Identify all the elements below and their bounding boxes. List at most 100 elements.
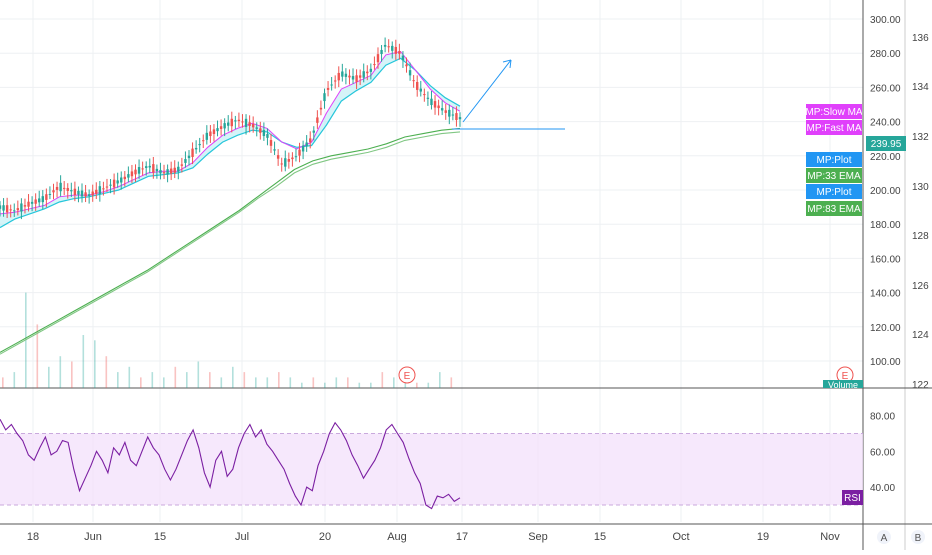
volume-bar	[347, 377, 349, 388]
candle-body	[251, 123, 255, 128]
candle-body	[80, 190, 84, 197]
projection-arrowhead	[502, 59, 512, 69]
candle-body	[309, 138, 312, 143]
rsi-tag	[842, 490, 863, 505]
candle-body	[187, 155, 191, 159]
y-tick-left: 220.00	[870, 152, 901, 163]
candle-body	[394, 46, 398, 54]
candle-body	[219, 126, 223, 129]
candle-body	[212, 129, 216, 134]
y-tick-left: 280.00	[870, 49, 901, 60]
candle-body	[41, 196, 44, 203]
candle-body	[301, 145, 305, 152]
candle-body	[294, 156, 298, 158]
earnings-marker	[398, 366, 416, 384]
candle-body	[433, 101, 437, 108]
volume-bar	[197, 361, 200, 388]
volume-bar	[289, 377, 292, 388]
ema-33-line	[0, 127, 461, 353]
candle-body	[316, 117, 319, 123]
candle-body	[38, 198, 41, 203]
indicator-label-text: MP:Fast MA	[806, 123, 861, 134]
y-tick-right: 136	[912, 33, 929, 44]
candle-body	[20, 203, 23, 212]
candle-body	[84, 192, 87, 197]
volume-bar	[163, 377, 165, 388]
candle-body	[127, 174, 130, 178]
candle-body	[148, 165, 151, 168]
volume-bar	[82, 335, 85, 388]
x-tick-label: 20	[319, 531, 331, 543]
candle-body	[16, 208, 20, 211]
rsi-band	[0, 433, 863, 505]
auto-scale-button[interactable]	[877, 530, 891, 544]
ma-ribbon-fill	[0, 51, 460, 228]
indicator-label-text: MP:83 EMA	[807, 204, 861, 215]
volume-bar	[393, 377, 395, 388]
volume-bar	[59, 356, 62, 388]
candle-body	[430, 98, 433, 106]
scale-mode-button[interactable]	[911, 530, 925, 544]
volume-bar	[381, 372, 384, 388]
candle-body	[376, 54, 380, 63]
y-tick-right: 130	[912, 182, 929, 193]
candle-body	[412, 80, 415, 82]
volume-bar	[370, 382, 372, 388]
candle-body	[280, 163, 283, 165]
candle-body	[419, 88, 422, 92]
candle-body	[230, 118, 233, 127]
candle-body	[362, 71, 365, 78]
volume-bar	[209, 372, 211, 388]
candle-body	[405, 64, 408, 67]
x-tick-label: 19	[757, 531, 769, 543]
candle-body	[134, 169, 137, 175]
indicator-label-text: MP:33 EMA	[807, 171, 861, 182]
scale-mode-label: B	[915, 533, 922, 544]
volume-bar	[427, 382, 430, 388]
candle-body	[401, 55, 405, 61]
candle-body	[112, 179, 116, 188]
candle-body	[444, 110, 447, 113]
volume-bar	[416, 382, 418, 388]
candle-body	[344, 73, 348, 77]
candle-body	[120, 177, 123, 183]
candle-body	[48, 194, 52, 196]
volume-bar	[232, 366, 234, 388]
candle-body	[227, 122, 230, 126]
volume-bar	[13, 372, 16, 388]
y-tick-right: 124	[912, 330, 929, 341]
candle-body	[191, 148, 194, 157]
candle-body	[255, 127, 258, 129]
candle-body	[13, 210, 16, 212]
candle-body	[109, 184, 112, 186]
candle-body	[102, 188, 105, 190]
auto-scale-label: A	[881, 533, 888, 544]
volume-bar	[48, 366, 50, 388]
rsi-tick: 60.00	[870, 447, 895, 458]
candle-body	[259, 128, 262, 133]
volume-bar	[117, 372, 119, 388]
candle-body	[166, 169, 169, 175]
candle-body	[355, 75, 358, 82]
y-tick-right: 122	[912, 380, 929, 391]
y-tick-left: 140.00	[870, 289, 901, 300]
candle-body	[298, 149, 301, 156]
x-tick-label: Jul	[235, 531, 249, 543]
indicator-label-text: 239.95	[871, 139, 902, 150]
candle-body	[337, 72, 340, 81]
candle-body	[180, 164, 184, 166]
candle-body	[333, 80, 337, 82]
candle-body	[305, 142, 308, 147]
y-tick-left: 240.00	[870, 118, 901, 129]
candle-body	[62, 187, 66, 189]
candle-body	[351, 76, 355, 80]
indicator-label-text: MP:Plot	[816, 155, 851, 166]
candle-body	[366, 71, 369, 74]
volume-bar	[140, 377, 142, 388]
candle-body	[216, 128, 219, 132]
volume-bar	[301, 382, 303, 388]
candle-body	[159, 169, 162, 174]
indicator-label	[806, 168, 862, 183]
